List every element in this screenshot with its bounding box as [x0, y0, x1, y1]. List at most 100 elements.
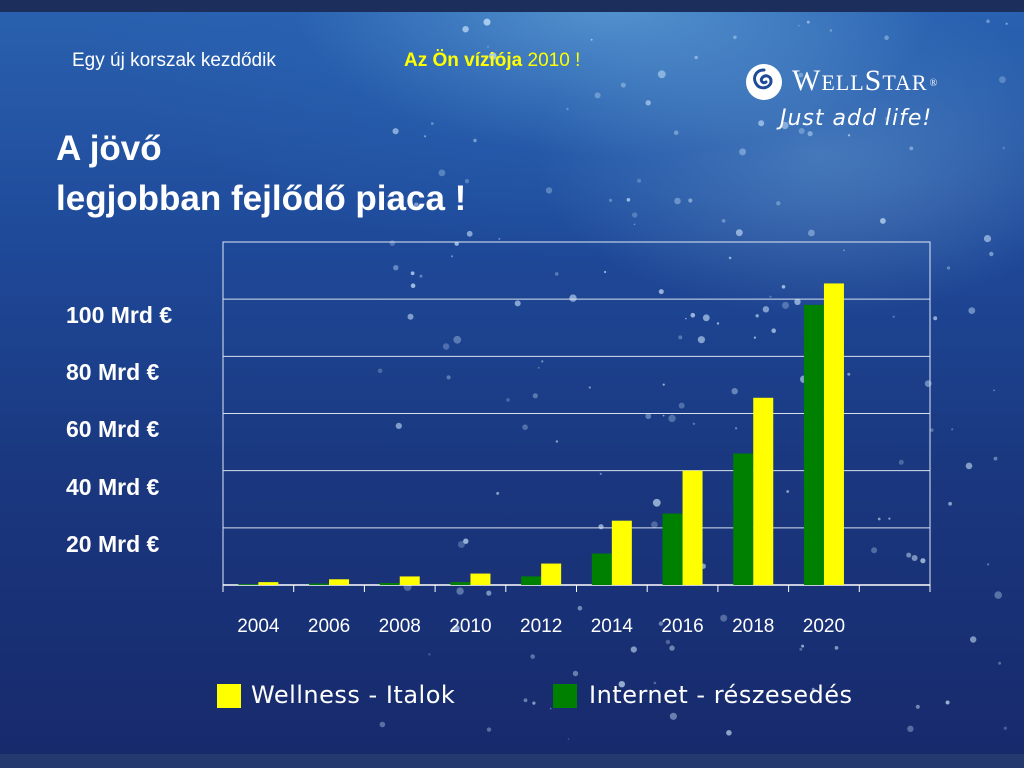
- bubble: [930, 428, 934, 432]
- bar-internet-2004: [238, 584, 259, 585]
- bubble: [721, 219, 726, 223]
- bubble: [806, 20, 810, 24]
- bubble: [799, 647, 803, 651]
- bubble: [946, 266, 951, 270]
- bubble: [645, 100, 651, 106]
- bubble: [716, 322, 720, 325]
- bubble: [945, 700, 950, 705]
- bubble: [753, 336, 757, 339]
- bar-internet-2012: [521, 576, 542, 585]
- bubble: [456, 587, 464, 595]
- bubble: [968, 307, 976, 314]
- bubble: [948, 501, 952, 506]
- bubble: [798, 128, 805, 134]
- bubble: [645, 413, 652, 420]
- bubble: [965, 462, 973, 470]
- bubble: [442, 343, 450, 350]
- bubble: [771, 328, 776, 334]
- bubble: [808, 229, 815, 237]
- bubble: [674, 197, 681, 205]
- bar-wellness-2020: [823, 283, 844, 585]
- y-tick-label-100: 100 Mrd €: [66, 302, 173, 328]
- bubble: [457, 541, 465, 548]
- bar-wellness-2012: [541, 563, 562, 585]
- bubble: [392, 128, 399, 135]
- bubble: [907, 725, 914, 732]
- bubble: [407, 313, 414, 320]
- bubble: [599, 472, 602, 475]
- bar-internet-2018: [733, 453, 754, 585]
- bubble: [983, 235, 992, 243]
- bubble: [834, 646, 839, 650]
- bubble: [572, 670, 579, 677]
- bubble: [626, 198, 631, 202]
- bubble: [769, 295, 772, 298]
- bar-internet-2016: [662, 513, 683, 585]
- bubble: [807, 131, 813, 137]
- swirl-icon: [746, 64, 782, 100]
- bubble: [1005, 22, 1008, 25]
- bar-wellness-2008: [399, 576, 420, 585]
- bubble: [880, 218, 886, 224]
- bubble: [577, 605, 583, 611]
- bubble: [692, 422, 696, 425]
- bubble: [884, 35, 889, 40]
- bubble: [657, 70, 666, 79]
- legend-swatch-internet: [553, 684, 577, 708]
- bubble: [786, 490, 790, 493]
- bar-wellness-2006: [329, 579, 350, 585]
- bubble: [848, 689, 851, 692]
- bottom-frame-band: [0, 754, 1024, 768]
- bubble: [428, 653, 431, 656]
- bubble: [993, 389, 995, 392]
- tagline: Egy új korszak kezdődik: [72, 50, 276, 71]
- bubble: [847, 134, 851, 137]
- bubble: [915, 704, 920, 709]
- bubble: [588, 386, 591, 389]
- bubble: [658, 621, 664, 626]
- bubble: [987, 563, 990, 566]
- bubble: [909, 146, 914, 151]
- wellstar-logo: WELLSTAR ® Just add life!: [744, 60, 964, 140]
- bubble: [794, 298, 801, 305]
- bubble: [446, 375, 451, 380]
- bubble: [994, 591, 1002, 599]
- bar-wellness-2010: [470, 573, 491, 585]
- bubble: [847, 372, 851, 376]
- bubble: [697, 336, 706, 344]
- vision-text: Az Ön víziója 2010 !: [404, 50, 580, 72]
- bubble: [410, 283, 416, 289]
- x-tick-label: 2010: [449, 616, 491, 637]
- headline-line-2: legjobban fejlődő piaca !: [56, 179, 467, 218]
- bubble: [888, 517, 891, 520]
- bubble: [451, 255, 454, 258]
- bubble: [549, 707, 552, 710]
- bubble: [731, 388, 738, 395]
- bubble: [652, 498, 661, 507]
- bubble: [829, 29, 833, 32]
- bubble: [669, 645, 675, 651]
- bubble: [801, 644, 805, 648]
- bubble: [438, 169, 446, 177]
- bubble: [566, 107, 569, 111]
- x-tick-label: 2004: [237, 616, 280, 637]
- bubble: [630, 646, 637, 653]
- bubble: [567, 738, 570, 740]
- bubble: [662, 414, 665, 417]
- bubble: [424, 135, 427, 138]
- bubble: [797, 24, 800, 27]
- bubble: [532, 393, 538, 399]
- bubble: [473, 138, 477, 143]
- bubble: [486, 590, 492, 596]
- bubble: [454, 241, 459, 246]
- y-tick-label-20: 20 Mrd €: [66, 531, 160, 557]
- bubble: [920, 558, 926, 564]
- bubble: [431, 122, 434, 125]
- legend-swatch-wellness: [217, 684, 241, 708]
- bubble: [694, 55, 698, 60]
- bubble: [690, 312, 696, 318]
- bubble: [734, 427, 738, 430]
- bubble: [898, 459, 904, 465]
- bubble: [395, 422, 402, 429]
